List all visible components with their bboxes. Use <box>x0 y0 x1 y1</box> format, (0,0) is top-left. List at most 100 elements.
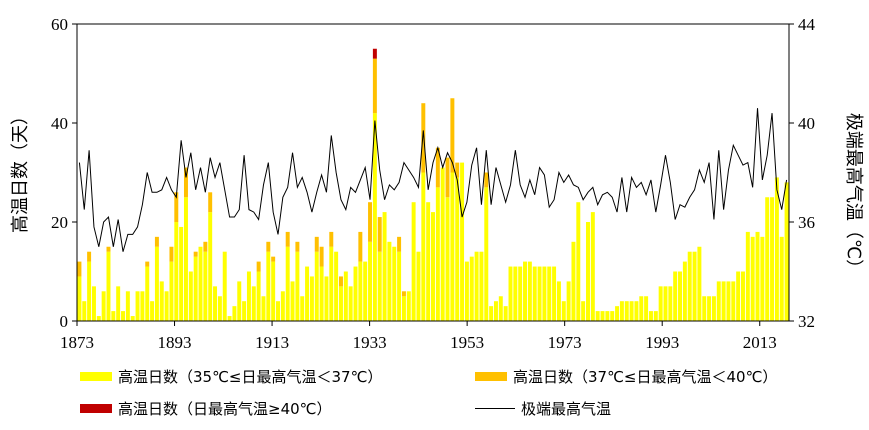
bar-d35-1993 <box>658 286 663 321</box>
bar-d35-1911 <box>261 296 266 321</box>
bar-d35-1981 <box>600 311 605 321</box>
bar-d35-1908 <box>246 271 251 321</box>
bar-d35-2012 <box>750 236 755 321</box>
bar-d40-1934 <box>372 48 377 59</box>
bar-d35-1927 <box>338 286 343 321</box>
bar-d37-1916 <box>285 231 290 247</box>
bar-d35-1957 <box>484 187 489 321</box>
bar-d35-1923 <box>319 266 324 321</box>
bar-d35-1935 <box>377 251 382 321</box>
bar-d35-1958 <box>489 306 494 321</box>
y-tick-label: 20 <box>51 213 68 232</box>
y-tick-label: 60 <box>51 15 68 34</box>
bar-d37-1897 <box>193 251 198 257</box>
bar-d35-1926 <box>334 251 339 321</box>
bar-d37-1947 <box>435 147 440 188</box>
bar-d37-1913 <box>271 256 276 262</box>
bar-d35-1875 <box>87 261 92 321</box>
bar-d35-1984 <box>615 306 620 321</box>
bar-d35-1882 <box>121 311 125 321</box>
bar-d35-1956 <box>479 251 484 321</box>
bar-d35-1991 <box>648 311 653 321</box>
bar-d35-1920 <box>305 266 310 321</box>
bar-d37-1912 <box>266 241 271 252</box>
bar-d35-1880 <box>111 311 116 321</box>
x-tick-label: 1933 <box>353 333 387 352</box>
bar-d37-1922 <box>314 236 319 252</box>
bar-d35-1989 <box>639 296 644 321</box>
bar-d37-1927 <box>338 276 343 287</box>
bar-d35-1938 <box>392 246 397 321</box>
bar-d35-1980 <box>595 311 600 321</box>
y2-tick-label: 32 <box>798 312 815 331</box>
bar-d35-1913 <box>271 261 276 321</box>
bar-d35-1960 <box>498 296 503 321</box>
bar-d35-1937 <box>387 241 392 321</box>
bar-d35-1963 <box>513 266 518 321</box>
y-tick-label: 40 <box>51 114 68 133</box>
bar-d35-1999 <box>687 251 692 321</box>
bar-d35-1918 <box>295 251 300 321</box>
axes <box>72 23 794 326</box>
legend-swatch-d40 <box>80 404 112 413</box>
bar-d37-1944 <box>421 103 426 173</box>
legend-swatch-d37 <box>475 372 507 381</box>
bar-d35-1873 <box>77 276 82 321</box>
bar-d35-2000 <box>692 251 697 321</box>
chart-area: 0 20 40 60 32 36 40 44 1873 1893 1913 1933 1953 1973 1… <box>10 15 864 352</box>
bar-d35-1944 <box>421 172 426 321</box>
bar-d35-1983 <box>610 311 615 321</box>
bar-d37-1950 <box>450 98 455 173</box>
bar-d35-2004 <box>711 296 716 321</box>
bar-d35-1959 <box>493 301 498 321</box>
legend-item-d35: 高温日数（35℃≤日最高气温＜37℃） <box>80 366 382 387</box>
bar-d35-1951 <box>455 177 460 321</box>
bar-d35-2006 <box>721 281 726 321</box>
bar-d35-1877 <box>96 316 101 321</box>
bar-d37-1887 <box>145 261 150 267</box>
bar-d35-1947 <box>435 187 440 321</box>
bar-d37-1892 <box>169 246 174 262</box>
bar-d35-2013 <box>755 231 760 321</box>
bar-d35-1900 <box>208 212 213 321</box>
bar-d37-1918 <box>295 241 300 252</box>
bar-d35-1894 <box>179 226 184 321</box>
bar-d35-1965 <box>523 261 528 321</box>
bar-d35-1976 <box>576 202 581 321</box>
legend-label-d35: 高温日数（35℃≤日最高气温＜37℃） <box>118 368 383 386</box>
bar-d35-1966 <box>527 261 532 321</box>
bar-d35-1916 <box>285 246 290 321</box>
bar-d35-2005 <box>716 281 721 321</box>
bar-d35-1930 <box>353 266 358 321</box>
bar-d35-1879 <box>106 251 111 321</box>
legend-label-d40: 高温日数（日最高气温≥40℃） <box>118 400 332 418</box>
bar-d35-1883 <box>125 291 130 321</box>
bar-d35-1929 <box>348 286 353 321</box>
bar-d35-1985 <box>619 301 624 321</box>
bar-d35-1885 <box>135 291 140 321</box>
bar-d35-1943 <box>416 251 421 321</box>
bar-d37-1949 <box>445 157 450 198</box>
bar-d35-1892 <box>169 261 174 321</box>
bar-d35-1902 <box>217 296 222 321</box>
bar-d37-1939 <box>397 236 402 252</box>
bar-d35-1881 <box>116 286 121 321</box>
bar-d35-1876 <box>91 286 96 321</box>
bar-d35-1975 <box>571 241 576 321</box>
bar-d35-1931 <box>358 261 363 321</box>
bar-d35-1893 <box>174 222 179 321</box>
bar-d35-1917 <box>290 281 295 321</box>
bar-d35-1979 <box>590 212 595 321</box>
bar-d35-1996 <box>673 271 678 321</box>
bar-d35-1901 <box>213 286 218 321</box>
bar-d37-1873 <box>77 261 82 277</box>
bar-d35-2008 <box>731 281 736 321</box>
bar-d35-1974 <box>566 281 571 321</box>
bar-d35-1995 <box>668 286 673 321</box>
bar-d35-1940 <box>401 296 406 321</box>
bar-d35-2010 <box>741 271 745 321</box>
bar-d35-1977 <box>581 301 586 321</box>
bar-d35-1949 <box>445 197 450 321</box>
bar-d35-2009 <box>736 271 741 321</box>
bar-d35-1936 <box>382 212 387 321</box>
